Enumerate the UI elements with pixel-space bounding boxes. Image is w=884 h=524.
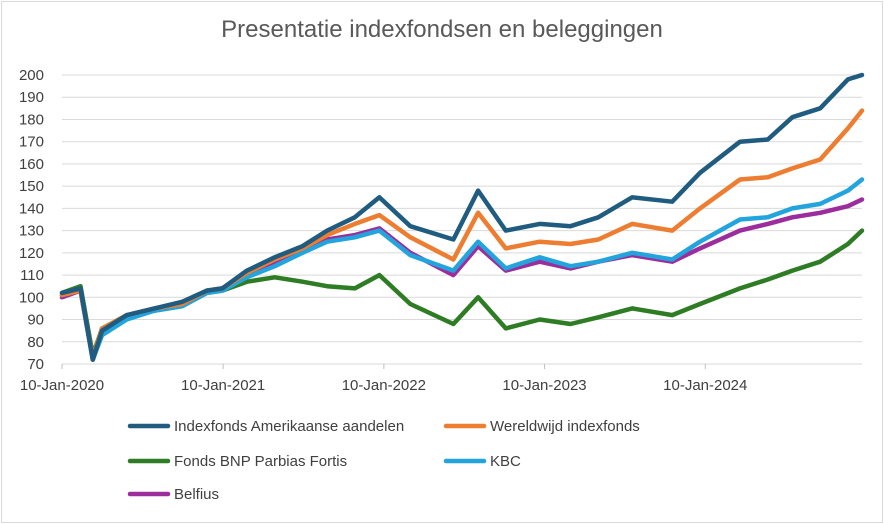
y-tick-label: 90 (27, 312, 44, 329)
chart-title: Presentatie indexfondsen en beleggingen (221, 16, 663, 43)
y-tick-label: 150 (19, 178, 44, 195)
x-tick-label: 10-Jan-2022 (342, 377, 426, 394)
series-line-2 (59, 108, 865, 360)
y-tick-label: 130 (19, 223, 44, 240)
series-line-1 (59, 72, 865, 362)
legend-label-4: KBC (490, 453, 521, 470)
y-tick-label: 160 (19, 156, 44, 173)
x-tick-label: 10-Jan-2023 (502, 377, 586, 394)
series-line-3 (59, 228, 865, 358)
y-tick-label: 120 (19, 245, 44, 262)
y-tick-label: 140 (19, 200, 44, 217)
y-tick-label: 80 (27, 334, 44, 351)
y-tick-label: 190 (19, 89, 44, 106)
y-tick-label: 70 (27, 356, 44, 373)
legend-label-3: Fonds BNP Parbias Fortis (174, 453, 347, 470)
y-tick-label: 100 (19, 289, 44, 306)
legend-label-2: Wereldwijd indexfonds (490, 418, 640, 435)
x-tick-label: 10-Jan-2020 (20, 377, 104, 394)
y-tick-label: 200 (19, 67, 44, 84)
x-tick-label: 10-Jan-2021 (181, 377, 265, 394)
y-tick-label: 170 (19, 134, 44, 151)
legend-label-5: Belfius (174, 486, 219, 503)
y-tick-label: 110 (20, 267, 44, 284)
series-line-4 (59, 177, 865, 362)
y-tick-label: 180 (19, 111, 44, 128)
legend-label-1: Indexfonds Amerikaanse aandelen (174, 418, 404, 435)
x-tick-label: 10-Jan-2024 (663, 377, 747, 394)
